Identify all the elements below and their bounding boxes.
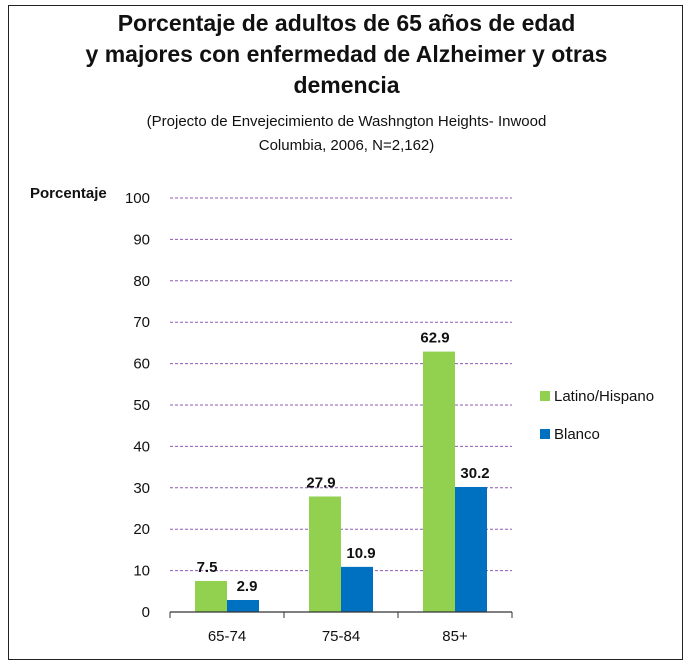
x-axis: 65-74 75-84 85+	[169, 611, 513, 645]
data-label: 30.2	[460, 465, 489, 482]
bar-latino	[423, 351, 455, 612]
y-tick-label: 20	[133, 521, 150, 538]
chart-frame	[8, 5, 683, 660]
chart-subtitle-line-2: Columbia, 2006, N=2,162)	[258, 137, 435, 154]
bars	[195, 351, 487, 612]
x-tick-label: 75-84	[322, 628, 360, 645]
chart-title-line-2: y majores con enfermedad de Alzheimer y …	[85, 41, 608, 67]
data-label: 7.5	[197, 559, 218, 576]
bar-latino	[309, 496, 341, 612]
y-tick-label: 100	[125, 190, 150, 207]
legend-label: Latino/Hispano	[554, 388, 654, 405]
y-tick-label: 90	[133, 231, 150, 248]
y-tick-label: 30	[133, 480, 150, 497]
bar-blanco	[455, 486, 487, 612]
y-tick-label: 80	[133, 273, 150, 290]
y-tick-label: 0	[142, 604, 150, 621]
legend-swatch	[540, 391, 550, 401]
data-label: 10.9	[346, 545, 375, 562]
data-labels: 7.5 2.9 27.9 10.9 62.9 30.2	[197, 330, 490, 595]
x-tick-label: 65-74	[208, 628, 246, 645]
chart-subtitle: (Projecto de Envejecimiento de Washngton…	[0, 110, 693, 158]
bar-latino	[195, 580, 227, 612]
y-axis-label: Porcentaje	[30, 185, 107, 202]
legend: Latino/Hispano Blanco	[540, 388, 654, 443]
legend-swatch	[540, 429, 550, 439]
bar-blanco	[227, 599, 259, 612]
data-label: 2.9	[237, 578, 258, 595]
y-axis-ticks: 0 10 20 30 40 50 60 70 80 90 100	[125, 190, 150, 621]
y-tick-label: 50	[133, 397, 150, 414]
x-tick-label: 85+	[442, 628, 468, 645]
bar-blanco	[341, 566, 373, 612]
chart-title-line-1: Porcentaje de adultos de 65 años de edad	[117, 10, 576, 36]
y-tick-label: 10	[133, 563, 150, 580]
y-tick-label: 60	[133, 356, 150, 373]
legend-label: Blanco	[554, 426, 600, 443]
data-label: 27.9	[306, 474, 335, 491]
y-tick-label: 70	[133, 314, 150, 331]
chart-subtitle-line-1: (Projecto de Envejecimiento de Washngton…	[146, 113, 547, 130]
chart-title-line-3: demencia	[293, 72, 400, 98]
y-tick-label: 40	[133, 438, 150, 455]
chart-title: Porcentaje de adultos de 65 años de edad…	[0, 8, 693, 101]
data-label: 62.9	[420, 330, 449, 347]
